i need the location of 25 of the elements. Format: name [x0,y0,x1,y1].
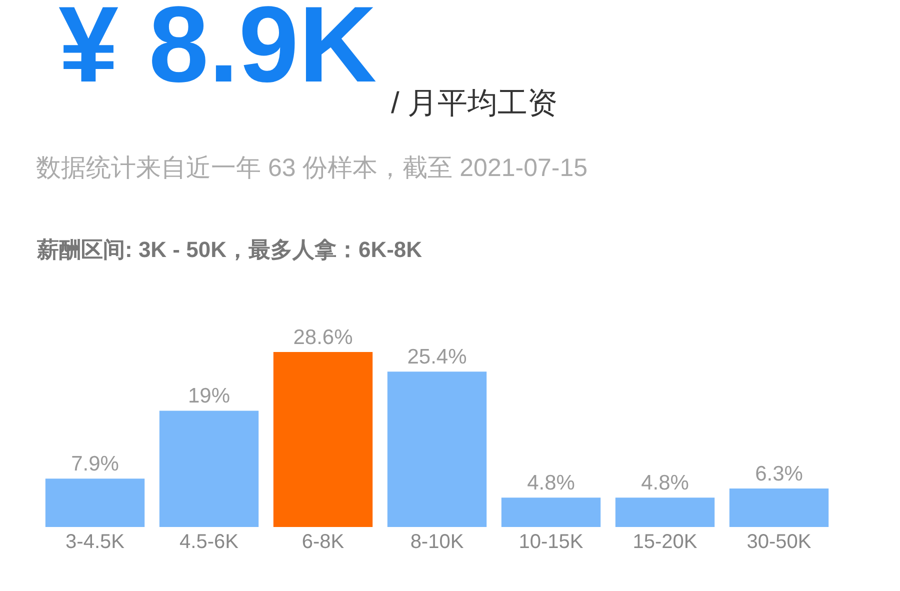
data-label: 7.9% [71,452,119,476]
data-label: 4.8% [641,472,689,495]
chart-title: ¥ 8.9K [58,0,377,105]
bar [159,410,259,527]
data-label: 4.8% [527,472,575,495]
text: 数据统计来自近一年 63 份样本，截至 2021-07-15 [36,154,588,182]
x-tick-label: 8-10K [410,531,464,553]
bar [387,372,487,527]
bar [45,478,145,527]
x-tick-label: 15-20K [632,531,698,553]
bar [273,352,373,527]
x-tick-label: 10-15K [518,531,584,553]
x-tick-label: 6-8K [302,531,345,553]
bar [729,488,829,527]
data-label: 28.6% [293,326,353,349]
bar [501,498,601,527]
bar [615,498,715,527]
chart-subtitle: / 月平均工资 [391,87,558,120]
x-tick-label: 4.5-6K [180,531,240,553]
text: 薪酬区间: 3K - 50K，最多人拿：6K-8K [36,237,422,262]
x-tick-label: 30-50K [746,531,812,553]
data-label: 6.3% [755,462,803,486]
data-label: 19% [188,384,230,408]
x-tick-label: 3-4.5K [66,531,126,553]
data-label: 25.4% [407,346,467,369]
